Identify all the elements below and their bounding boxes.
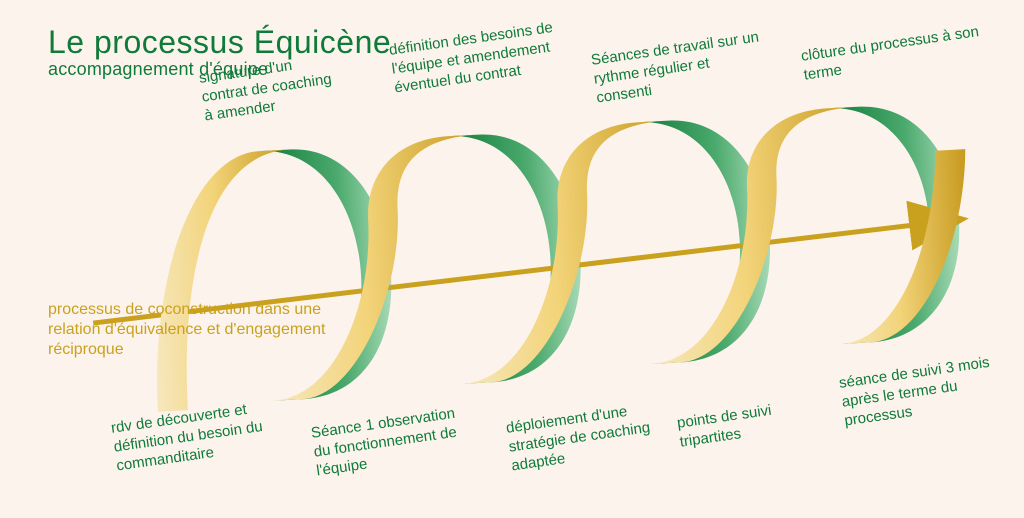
step-bottom-4: points de suivi tripartites	[676, 397, 810, 452]
step-top-4: clôture du processus à son terme	[800, 23, 983, 85]
title-main: Le processus Équicène	[48, 24, 391, 61]
step-top-3: Séances de travail sur un rythme régulie…	[590, 28, 766, 107]
step-bottom-1: rdv de découverte et définition du besoi…	[110, 396, 286, 475]
step-bottom-2: Séance 1 observation du fonctionnement d…	[310, 403, 476, 481]
spiral-front-1	[145, 150, 303, 412]
spiral-front-2	[259, 135, 492, 401]
step-top-2: définition des besoins de l'équipe et am…	[388, 17, 574, 98]
axis-label: processus de coconstruction dans une rel…	[48, 300, 328, 360]
spiral-front-3	[449, 121, 682, 384]
step-bottom-3: déploiement d'une stratégie de coaching …	[505, 399, 661, 476]
